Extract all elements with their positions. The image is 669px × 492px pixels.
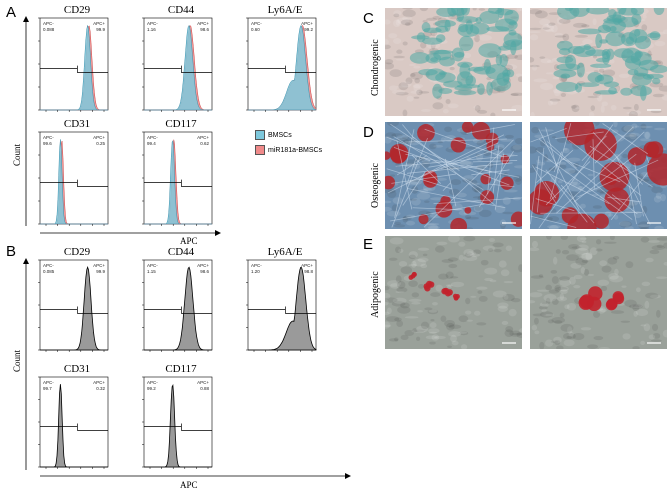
hist-gray-b-cd29 bbox=[40, 265, 108, 351]
panel-label-b: B bbox=[6, 243, 17, 260]
gate-value-neg-a-cd29: 0.088 bbox=[43, 27, 55, 32]
gate-label-pos-b-cd29: APC+ bbox=[93, 263, 105, 268]
gate-label-neg-b-cd29: APC- bbox=[43, 263, 54, 268]
gate-value-neg-b-ly6ae: 1.20 bbox=[251, 269, 260, 274]
gate-value-pos-b-cd117: 0.88 bbox=[200, 386, 209, 391]
gate-value-neg-a-cd117: 99.4 bbox=[147, 141, 156, 146]
panel-label-d: D bbox=[363, 124, 374, 141]
gate-value-pos-b-ly6ae: 98.8 bbox=[304, 269, 313, 274]
count-arrow-head-a bbox=[23, 16, 29, 22]
gate-label-neg-b-cd117: APC- bbox=[147, 380, 158, 385]
plot-title-b-ly6ae: Ly6A/E bbox=[267, 246, 303, 258]
gate-value-neg-a-ly6ae: 0.60 bbox=[251, 27, 260, 32]
legend-swatch-mir bbox=[255, 145, 265, 155]
gate-label-neg-a-cd117: APC- bbox=[147, 135, 158, 140]
plot-title-b-cd31: CD31 bbox=[63, 363, 91, 375]
plot-title-b-cd117: CD117 bbox=[165, 363, 197, 375]
plot-frame-a-cd29 bbox=[39, 17, 109, 111]
micrograph-osteo-l bbox=[385, 122, 522, 229]
gate-value-neg-b-cd44: 1.15 bbox=[147, 269, 156, 274]
hist-gray-b-cd117 bbox=[144, 383, 212, 468]
gate-label-pos-b-ly6ae: APC+ bbox=[301, 263, 313, 268]
gate-label-pos-a-cd29: APC+ bbox=[93, 21, 105, 26]
micrograph-chondro-r bbox=[530, 8, 667, 116]
gate-value-neg-b-cd31: 99.7 bbox=[43, 386, 52, 391]
legend-label-mir: miR181a-BMSCs bbox=[268, 146, 323, 154]
staining-micrographs bbox=[385, 8, 667, 349]
panel-label-c: C bbox=[363, 10, 374, 27]
micrograph-osteo-r bbox=[530, 122, 667, 229]
gate-label-pos-b-cd31: APC+ bbox=[93, 380, 105, 385]
gate-value-pos-a-cd117: 0.62 bbox=[200, 141, 209, 146]
plot-frame-a-cd31 bbox=[39, 131, 109, 225]
hist-bmsc-a-ly6ae bbox=[248, 25, 317, 111]
micrograph-adipo-l bbox=[385, 236, 522, 349]
gate-value-pos-a-cd44: 98.6 bbox=[200, 27, 209, 32]
gate-label-pos-b-cd117: APC+ bbox=[197, 380, 209, 385]
gate-label-neg-b-ly6ae: APC- bbox=[251, 263, 262, 268]
micrograph-chondro-l bbox=[385, 8, 522, 116]
apc-axis-label-a: APC bbox=[180, 236, 198, 246]
legend-item-mir: miR181a-BMSCs bbox=[255, 145, 322, 155]
gate-label-pos-a-cd44: APC+ bbox=[197, 21, 209, 26]
gate-value-pos-a-cd31: 0.25 bbox=[96, 141, 105, 146]
gate-label-neg-a-cd44: APC- bbox=[147, 21, 158, 26]
plot-title-b-cd44: CD44 bbox=[167, 246, 195, 258]
plot-title-b-cd29: CD29 bbox=[63, 246, 91, 258]
gate-value-pos-b-cd44: 98.6 bbox=[200, 269, 209, 274]
gate-label-neg-a-cd31: APC- bbox=[43, 135, 54, 140]
legend-label-bmsc: BMSCs bbox=[268, 131, 292, 139]
flow-cytometry-histograms: APC-0.088APC+99.9APC-1.16APC+98.6APC-0.6… bbox=[23, 16, 351, 479]
hist-bmsc-a-cd29 bbox=[40, 25, 108, 111]
apc-axis-label-b: APC bbox=[180, 480, 198, 490]
gate-label-neg-a-ly6ae: APC- bbox=[251, 21, 262, 26]
legend: BMSCs miR181a-BMSCs bbox=[255, 130, 322, 155]
hist-bmsc-a-cd31 bbox=[40, 139, 108, 225]
gate-label-neg-b-cd31: APC- bbox=[43, 380, 54, 385]
hist-gray-b-cd31 bbox=[40, 384, 108, 468]
plot-title-a-cd29: CD29 bbox=[63, 4, 91, 16]
hist-bmsc-a-cd44 bbox=[144, 24, 212, 111]
panel-label-a: A bbox=[6, 4, 17, 21]
gate-label-pos-b-cd44: APC+ bbox=[197, 263, 209, 268]
hist-gray-b-ly6ae bbox=[248, 266, 317, 351]
gate-value-neg-b-cd29: 0.085 bbox=[43, 269, 55, 274]
plot-title-a-ly6ae: Ly6A/E bbox=[267, 4, 303, 16]
gate-label-pos-a-ly6ae: APC+ bbox=[301, 21, 313, 26]
gate-label-neg-a-cd29: APC- bbox=[43, 21, 54, 26]
hist-bmsc-a-cd117 bbox=[144, 139, 212, 225]
legend-item-bmsc: BMSCs bbox=[255, 130, 322, 140]
gate-value-neg-a-cd31: 99.6 bbox=[43, 141, 52, 146]
gate-value-pos-b-cd29: 99.9 bbox=[96, 269, 105, 274]
plot-title-a-cd117: CD117 bbox=[165, 118, 197, 130]
count-arrow-head-b bbox=[23, 258, 29, 264]
panel-label-e: E bbox=[363, 236, 374, 253]
gate-label-pos-a-cd117: APC+ bbox=[197, 135, 209, 140]
plot-frame-a-cd44 bbox=[143, 17, 213, 111]
legend-swatch-bmsc bbox=[255, 130, 265, 140]
apc-arrow-head-b bbox=[345, 473, 351, 479]
gate-value-pos-a-cd29: 99.9 bbox=[96, 27, 105, 32]
gate-value-pos-b-cd31: 0.32 bbox=[96, 386, 105, 391]
plot-title-a-cd44: CD44 bbox=[167, 4, 195, 16]
apc-arrow-head-a bbox=[215, 230, 221, 236]
plot-frame-b-cd44 bbox=[143, 259, 213, 351]
plot-title-a-cd31: CD31 bbox=[63, 118, 91, 130]
gate-label-neg-b-cd44: APC- bbox=[147, 263, 158, 268]
gate-value-neg-a-cd44: 1.16 bbox=[147, 27, 156, 32]
gate-value-pos-a-ly6ae: 99.2 bbox=[304, 27, 313, 32]
gate-label-pos-a-cd31: APC+ bbox=[93, 135, 105, 140]
gate-value-neg-b-cd117: 99.2 bbox=[147, 386, 156, 391]
micrograph-adipo-r bbox=[530, 236, 667, 349]
hist-gray-b-cd44 bbox=[144, 266, 212, 351]
plot-frame-b-cd29 bbox=[39, 259, 109, 351]
